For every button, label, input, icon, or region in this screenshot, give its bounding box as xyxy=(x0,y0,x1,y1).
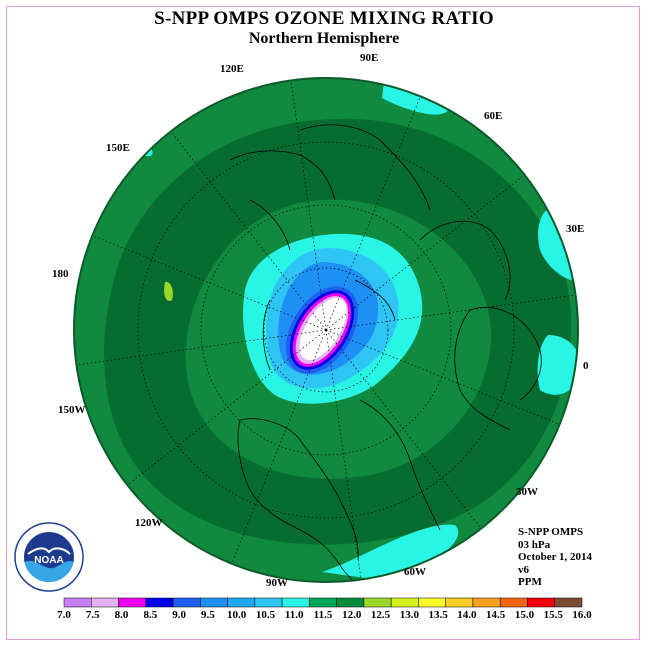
lon-30w-label: 30W xyxy=(516,486,538,498)
legend-swatch xyxy=(554,597,583,608)
legend-tick-label: 14.0 xyxy=(457,609,477,621)
latitude-circle xyxy=(263,267,389,393)
ozone-band-high xyxy=(104,118,572,545)
legend-tick-label: 7.5 xyxy=(86,609,100,621)
globe-outline xyxy=(73,77,579,583)
legend-tick-label: 9.0 xyxy=(172,609,186,621)
legend-swatch xyxy=(200,597,228,608)
legend-swatch xyxy=(445,597,474,608)
legend-swatch xyxy=(527,597,555,608)
color-legend: 7.0 7.5 8.0 8.5 9.0 9.5 10.0 10.5 11.0 11.5 12.0 12… xyxy=(57,597,592,621)
lon-150w-label: 150W xyxy=(58,404,86,416)
page-subtitle: Northern Hemisphere xyxy=(248,30,400,47)
latitude-circle xyxy=(137,141,515,519)
ozone-patch-lime xyxy=(164,281,173,302)
legend-tick-label: 13.5 xyxy=(428,609,448,621)
legend-swatch xyxy=(363,597,392,608)
legend-swatch xyxy=(499,597,528,608)
page-frame xyxy=(6,6,640,640)
legend-tick-label: 11.5 xyxy=(314,609,333,621)
latitude-circle xyxy=(200,204,452,456)
coastline-segment xyxy=(237,419,301,531)
coastline-segment xyxy=(239,418,359,561)
legend-tick-label: 7.0 xyxy=(57,609,71,621)
legend-swatch xyxy=(172,597,201,608)
legend-tick-label: 8.5 xyxy=(143,609,157,621)
legend-swatch xyxy=(91,597,119,608)
legend-swatch xyxy=(254,597,283,608)
legend-tick-label: 9.5 xyxy=(201,609,215,621)
lon-30e-label: 30E xyxy=(566,223,585,235)
lon-90e-label: 90E xyxy=(360,52,379,64)
legend-tick-label: 13.0 xyxy=(400,609,420,621)
legend-tick-label: 8.0 xyxy=(115,609,129,621)
legend-swatch xyxy=(390,597,419,608)
legend-tick-label: 15.5 xyxy=(544,609,564,621)
lon-90w-label: 90W xyxy=(266,577,288,589)
coastline-segment xyxy=(419,220,511,301)
legend-tick-label: 10.0 xyxy=(227,609,247,621)
coastline-segment xyxy=(299,529,361,582)
coastline-segment xyxy=(299,124,431,211)
coastlines xyxy=(229,124,542,582)
info-pressure: 03 hPa xyxy=(518,538,551,551)
legend-swatch xyxy=(309,597,337,608)
coastline-segment xyxy=(249,199,291,251)
legend-swatch xyxy=(336,597,365,608)
legend-swatch xyxy=(281,597,310,608)
legend-tick-label: 11.0 xyxy=(285,609,304,621)
coastline-segment xyxy=(454,309,511,431)
lon-60e-label: 60E xyxy=(484,110,503,122)
legend-tick-label: 16.0 xyxy=(572,609,592,621)
legend-swatch xyxy=(118,597,147,608)
noaa-logo-icon: NOAA xyxy=(14,522,84,592)
legend-swatch xyxy=(472,597,501,608)
info-date: October 1, 2014 xyxy=(518,551,593,563)
lon-120w-label: 120W xyxy=(135,517,163,529)
page-title: S-NPP OMPS OZONE MIXING RATIO xyxy=(154,8,494,29)
product-info: S-NPP OMPS 03 hPa October 1, 2014 v6 PPM xyxy=(518,526,592,589)
legend-swatch xyxy=(63,597,92,608)
ozone-patch-south xyxy=(322,524,459,580)
legend-tick-label: 14.5 xyxy=(486,609,506,621)
lon-0-label: 0 xyxy=(583,360,589,372)
noaa-logo-text: NOAA xyxy=(34,555,63,566)
legend-tick-label: 12.0 xyxy=(342,609,362,621)
info-version: v6 xyxy=(518,563,529,576)
legend-swatch xyxy=(418,597,446,608)
info-units: PPM xyxy=(518,576,542,588)
legend-tick-label: 12.5 xyxy=(371,609,391,621)
lon-150e-label: 150E xyxy=(106,142,130,154)
info-instrument: S-NPP OMPS xyxy=(518,526,584,538)
ozone-contour-core xyxy=(299,297,347,361)
lon-120e-label: 120E xyxy=(220,63,244,75)
legend-tick-label: 15.0 xyxy=(515,609,535,621)
ozone-patch-zero xyxy=(537,335,578,395)
ozone-field xyxy=(74,78,578,582)
coastline-segment xyxy=(469,307,542,401)
legend-tick-label: 10.5 xyxy=(256,609,276,621)
coastline-segment xyxy=(359,399,441,531)
legend-swatch xyxy=(145,597,174,608)
coastline-segment xyxy=(354,279,396,321)
legend-swatch xyxy=(227,597,256,608)
lon-180-label: 180 xyxy=(52,268,69,280)
coastline-segment xyxy=(262,299,271,371)
coastline-segment xyxy=(229,150,336,201)
lon-60w-label: 60W xyxy=(404,566,426,578)
